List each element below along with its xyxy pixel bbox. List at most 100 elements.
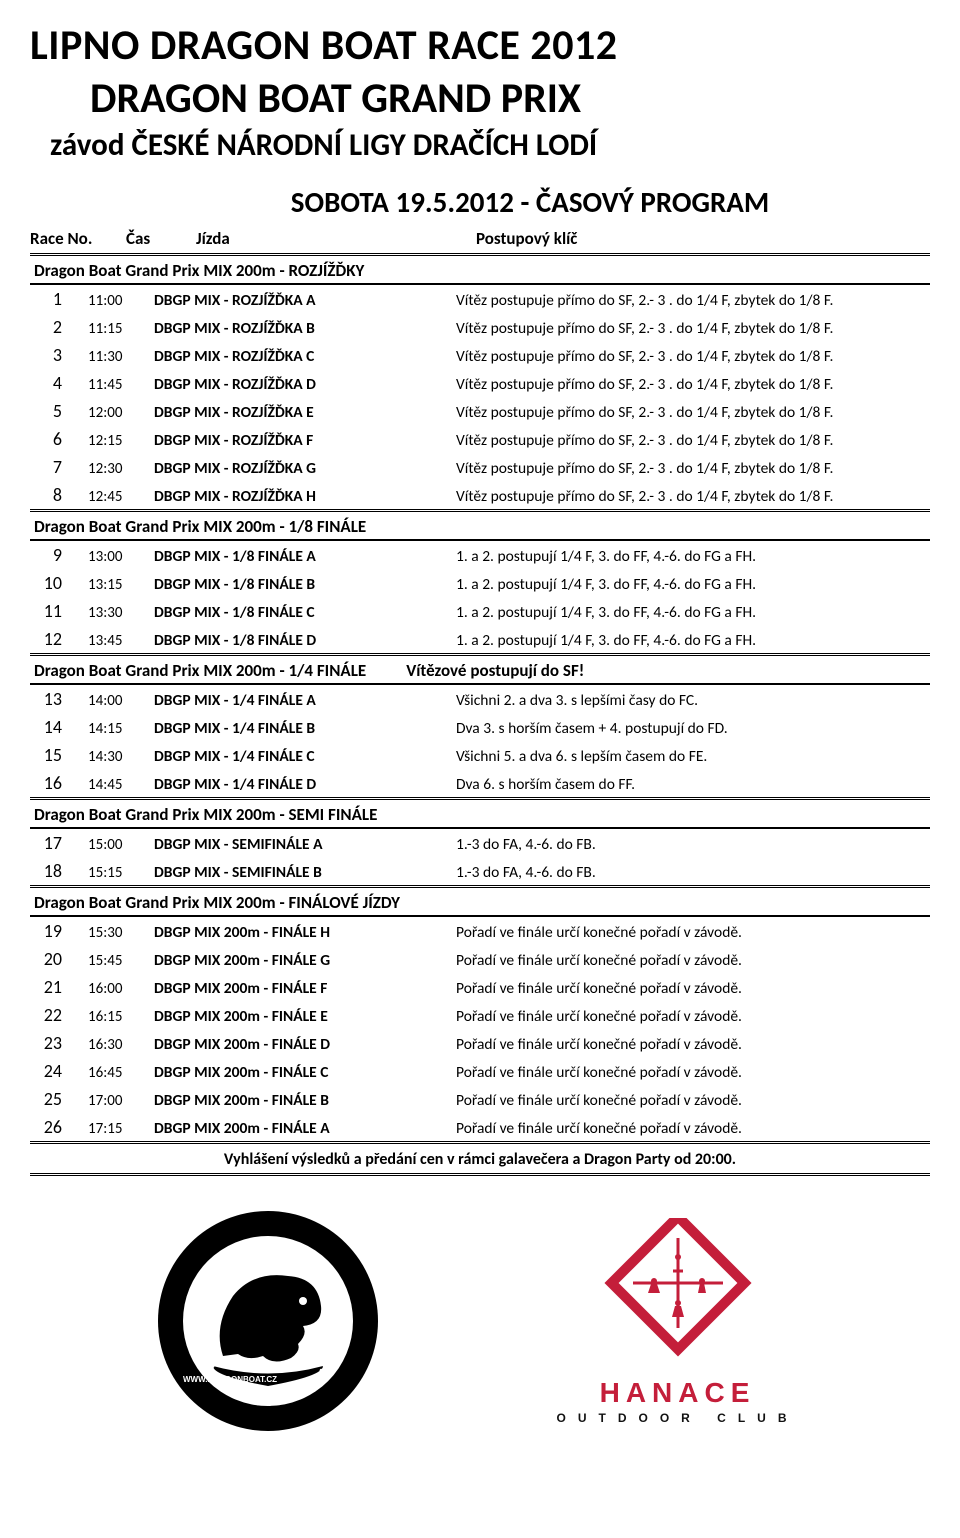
race-name: DBGP MIX - 1/8 FINÁLE C (154, 603, 456, 622)
race-number: 24 (30, 1060, 88, 1082)
race-time: 16:45 (88, 1064, 154, 1082)
hanace-logo: HANACE OUTDOOR CLUB (548, 1218, 808, 1425)
header-cas: Čas (126, 228, 196, 249)
race-time: 17:15 (88, 1120, 154, 1138)
table-row: 1013:15DBGP MIX - 1/8 FINÁLE B1. a 2. po… (30, 569, 930, 597)
race-note: Vítěz postupuje přímo do SF, 2.- 3 . do … (456, 347, 930, 366)
race-name: DBGP MIX 200m - FINÁLE G (154, 951, 456, 970)
table-row: 512:00DBGP MIX - ROZJÍŽĎKA EVítěz postup… (30, 397, 930, 425)
race-number: 21 (30, 976, 88, 998)
race-name: DBGP MIX - ROZJÍŽĎKA F (154, 431, 456, 450)
hanace-name: HANACE (548, 1377, 808, 1409)
race-note: 1. a 2. postupují 1/4 F, 3. do FF, 4.-6.… (456, 603, 930, 622)
table-row: 1414:15DBGP MIX - 1/4 FINÁLE BDva 3. s h… (30, 713, 930, 741)
race-number: 3 (30, 344, 88, 366)
race-note: Dva 6. s horším časem do FF. (456, 775, 930, 794)
race-note: 1.-3 do FA, 4.-6. do FB. (456, 863, 930, 882)
section-title: Dragon Boat Grand Prix MIX 200m - ROZJÍŽ… (30, 256, 930, 285)
race-name: DBGP MIX - ROZJÍŽĎKA H (154, 487, 456, 506)
svg-text:WWW.DRAGONBOAT.CZ: WWW.DRAGONBOAT.CZ (183, 1375, 277, 1384)
race-name: DBGP MIX - 1/4 FINÁLE B (154, 719, 456, 738)
race-number: 5 (30, 400, 88, 422)
hanace-sub: OUTDOOR CLUB (548, 1411, 808, 1425)
race-name: DBGP MIX 200m - FINÁLE E (154, 1007, 456, 1026)
race-note: Všichni 5. a dva 6. s lepším časem do FE… (456, 747, 930, 766)
table-row: 111:00DBGP MIX - ROZJÍŽĎKA AVítěz postup… (30, 285, 930, 313)
race-time: 14:30 (88, 748, 154, 766)
section-extra: Vítězové postupují do SF! (406, 660, 584, 681)
race-number: 14 (30, 716, 88, 738)
race-name: DBGP MIX - 1/8 FINÁLE B (154, 575, 456, 594)
race-number: 18 (30, 860, 88, 882)
race-note: Vítěz postupuje přímo do SF, 2.- 3 . do … (456, 291, 930, 310)
section-title-text: Dragon Boat Grand Prix MIX 200m - SEMI F… (34, 804, 377, 825)
race-number: 17 (30, 832, 88, 854)
race-time: 12:00 (88, 404, 154, 422)
table-row: 2617:15DBGP MIX 200m - FINÁLE APořadí ve… (30, 1113, 930, 1141)
race-name: DBGP MIX - ROZJÍŽĎKA G (154, 459, 456, 478)
race-name: DBGP MIX - 1/8 FINÁLE D (154, 631, 456, 650)
race-time: 17:00 (88, 1092, 154, 1110)
table-row: 1815:15DBGP MIX - SEMIFINÁLE B1.-3 do FA… (30, 857, 930, 885)
race-name: DBGP MIX - 1/4 FINÁLE A (154, 691, 456, 710)
race-time: 16:30 (88, 1036, 154, 1054)
race-name: DBGP MIX 200m - FINÁLE B (154, 1091, 456, 1110)
race-note: Vítěz postupuje přímo do SF, 2.- 3 . do … (456, 487, 930, 506)
race-time: 11:00 (88, 292, 154, 310)
race-note: Vítěz postupuje přímo do SF, 2.- 3 . do … (456, 459, 930, 478)
race-name: DBGP MIX - 1/4 FINÁLE D (154, 775, 456, 794)
race-time: 15:45 (88, 952, 154, 970)
race-number: 4 (30, 372, 88, 394)
race-time: 14:15 (88, 720, 154, 738)
section-title: Dragon Boat Grand Prix MIX 200m - 1/8 FI… (30, 512, 930, 541)
race-name: DBGP MIX - ROZJÍŽĎKA B (154, 319, 456, 338)
section-title: Dragon Boat Grand Prix MIX 200m - 1/4 FI… (30, 656, 930, 685)
race-name: DBGP MIX 200m - FINÁLE H (154, 923, 456, 942)
race-number: 15 (30, 744, 88, 766)
race-name: DBGP MIX - ROZJÍŽĎKA A (154, 291, 456, 310)
table-row: 812:45DBGP MIX - ROZJÍŽĎKA HVítěz postup… (30, 481, 930, 509)
logos-row: CZECH • DRAGON • BOAT A S S O C I A T I … (30, 1206, 930, 1436)
race-name: DBGP MIX - ROZJÍŽĎKA D (154, 375, 456, 394)
race-note: Pořadí ve finále určí konečné pořadí v z… (456, 951, 930, 970)
race-note: Pořadí ve finále určí konečné pořadí v z… (456, 1035, 930, 1054)
race-number: 16 (30, 772, 88, 794)
table-row: 2517:00DBGP MIX 200m - FINÁLE BPořadí ve… (30, 1085, 930, 1113)
race-number: 11 (30, 600, 88, 622)
race-number: 8 (30, 484, 88, 506)
dragon-boat-logo: CZECH • DRAGON • BOAT A S S O C I A T I … (153, 1206, 383, 1436)
table-row: 311:30DBGP MIX - ROZJÍŽĎKA CVítěz postup… (30, 341, 930, 369)
section-title: Dragon Boat Grand Prix MIX 200m - FINÁLO… (30, 888, 930, 917)
race-number: 6 (30, 428, 88, 450)
race-time: 11:30 (88, 348, 154, 366)
table-row: 712:30DBGP MIX - ROZJÍŽĎKA GVítěz postup… (30, 453, 930, 481)
race-note: Vítěz postupuje přímo do SF, 2.- 3 . do … (456, 375, 930, 394)
race-name: DBGP MIX 200m - FINÁLE F (154, 979, 456, 998)
race-time: 15:30 (88, 924, 154, 942)
table-row: 1514:30DBGP MIX - 1/4 FINÁLE CVšichni 5.… (30, 741, 930, 769)
race-time: 13:00 (88, 548, 154, 566)
race-name: DBGP MIX 200m - FINÁLE A (154, 1119, 456, 1138)
race-time: 13:30 (88, 604, 154, 622)
table-header: Race No. Čas Jízda Postupový klíč (30, 226, 930, 256)
race-note: 1.-3 do FA, 4.-6. do FB. (456, 835, 930, 854)
race-name: DBGP MIX - ROZJÍŽĎKA E (154, 403, 456, 422)
table-row: 1213:45DBGP MIX - 1/8 FINÁLE D1. a 2. po… (30, 625, 930, 653)
race-number: 22 (30, 1004, 88, 1026)
race-number: 12 (30, 628, 88, 650)
race-time: 15:15 (88, 864, 154, 882)
table-row: 1614:45DBGP MIX - 1/4 FINÁLE DDva 6. s h… (30, 769, 930, 797)
race-name: DBGP MIX - ROZJÍŽĎKA C (154, 347, 456, 366)
header-raceno: Race No. (30, 228, 126, 249)
table-row: 2015:45DBGP MIX 200m - FINÁLE GPořadí ve… (30, 945, 930, 973)
race-note: Pořadí ve finále určí konečné pořadí v z… (456, 1091, 930, 1110)
race-note: Všichni 2. a dva 3. s lepšími časy do FC… (456, 691, 930, 710)
race-time: 12:15 (88, 432, 154, 450)
table-row: 913:00DBGP MIX - 1/8 FINÁLE A1. a 2. pos… (30, 541, 930, 569)
race-number: 23 (30, 1032, 88, 1054)
race-note: Pořadí ve finále určí konečné pořadí v z… (456, 1007, 930, 1026)
race-note: Vítěz postupuje přímo do SF, 2.- 3 . do … (456, 403, 930, 422)
race-number: 19 (30, 920, 88, 942)
race-note: Vítěz postupuje přímo do SF, 2.- 3 . do … (456, 319, 930, 338)
race-number: 26 (30, 1116, 88, 1138)
